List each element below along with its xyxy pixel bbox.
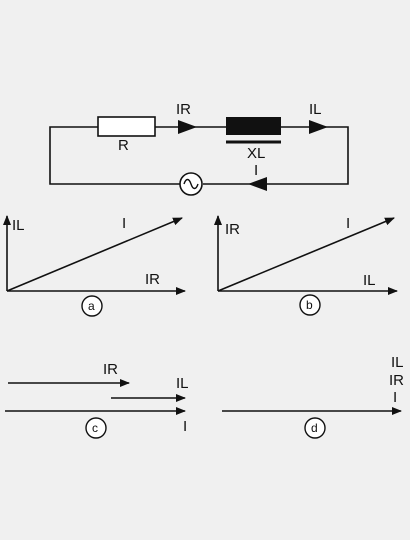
circuit-wire-right [203, 126, 349, 185]
panel-b-horizontal-label: IL [363, 272, 376, 289]
circuit-wire-top-left [49, 126, 180, 185]
panel-c-top-label: IR [103, 361, 118, 378]
panel-a-badge [81, 295, 103, 317]
panel-b-badge [299, 294, 321, 316]
i-arrowhead-icon [248, 177, 267, 191]
panel-a-resultant-label: I [122, 215, 126, 232]
panel-d-badge-label: d [311, 421, 318, 435]
panel-c-badge [85, 417, 107, 439]
current-total-label: I [254, 162, 258, 179]
inductor-label: XL [247, 145, 265, 162]
phasor-panel-b: IR I IL b [214, 215, 398, 316]
panel-d-label-il: IL [391, 354, 404, 371]
inductor [226, 117, 281, 135]
il-arrowhead-icon [309, 120, 328, 134]
current-l-label: IL [309, 101, 322, 118]
resistor-label: R [118, 137, 129, 154]
panel-a-horizontal-label: IR [145, 271, 160, 288]
panel-b-vertical-label: IR [225, 221, 240, 238]
panel-a-vertical-label: IL [12, 217, 25, 234]
panel-c-badge-label: c [92, 421, 98, 435]
panel-d-label-ir: IR [389, 372, 404, 389]
current-r-label: IR [176, 101, 191, 118]
phasor-panel-d: IL IR I d [222, 354, 404, 439]
panel-c-middle-label: IL [176, 375, 189, 392]
panel-a-badge-label: a [88, 299, 95, 313]
resistor [97, 116, 156, 137]
panel-b-badge-label: b [306, 298, 313, 312]
phasor-panel-c: IR IL I c [5, 361, 189, 439]
panel-d-label-i: I [393, 389, 397, 406]
ac-source-icon [179, 172, 203, 196]
circuit: R IR XL IL I [49, 101, 349, 196]
phasor-panel-a: IL I IR a [2, 215, 186, 317]
ir-arrowhead-icon [178, 120, 197, 134]
panel-c-bottom-label: I [183, 418, 187, 435]
panel-b-i-vector [217, 217, 395, 292]
panel-d-badge [304, 417, 326, 439]
panel-b-resultant-label: I [346, 215, 350, 232]
panel-a-i-vector [6, 217, 183, 292]
